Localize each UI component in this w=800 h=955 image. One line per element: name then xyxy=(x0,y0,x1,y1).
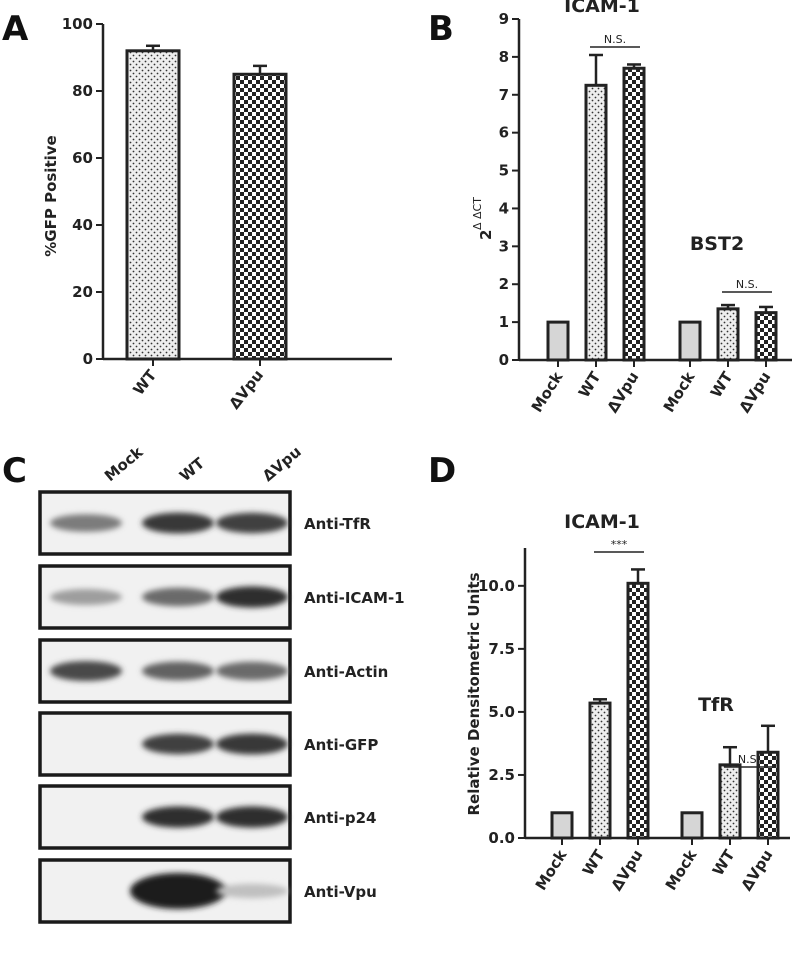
bar xyxy=(680,811,704,840)
group-title: ICAM-1 xyxy=(564,0,640,17)
y-tick-label: 4 xyxy=(499,199,509,217)
lane-label: Mock xyxy=(101,442,147,485)
panel-label-c: C xyxy=(2,451,27,491)
x-tick-label: ΔVpu xyxy=(737,847,776,894)
panel-label-b: B xyxy=(428,9,454,49)
blot-band xyxy=(50,661,122,681)
significance-label: N.S. xyxy=(604,33,626,46)
blot-band xyxy=(216,806,288,828)
significance-label: N.S. xyxy=(738,753,760,766)
y-tick-label: 10.0 xyxy=(478,577,515,595)
y-axis-label-superscript: Δ ΔCT xyxy=(471,197,484,230)
x-tick-label: ΔVpu xyxy=(735,369,774,416)
y-tick-label: 2.5 xyxy=(488,766,515,784)
x-tick-label: ΔVpu xyxy=(607,847,646,894)
bar xyxy=(588,701,612,840)
chart-a: 0 20 40 60 80 100 WT ΔVpu %GFP Positive xyxy=(42,15,392,413)
blot-band xyxy=(142,587,214,607)
x-tick-label: WT xyxy=(707,368,737,401)
blot-row-label: Anti-p24 xyxy=(304,809,376,827)
y-tick-label: 1 xyxy=(499,313,509,331)
blot-band xyxy=(216,586,288,608)
y-tick-label: 3 xyxy=(499,237,509,255)
x-tick-label: Mock xyxy=(532,846,571,894)
group-title: TfR xyxy=(698,694,734,716)
significance-label: *** xyxy=(611,538,628,551)
y-tick-label: 0 xyxy=(499,351,509,369)
blot-band xyxy=(142,661,214,681)
y-tick-label: 20 xyxy=(72,283,93,301)
x-tick-label: WT xyxy=(129,366,160,399)
y-axis-label: %GFP Positive xyxy=(42,135,60,256)
y-tick-label: 5.0 xyxy=(488,703,515,721)
blot-row-label: Anti-Actin xyxy=(304,663,388,681)
y-axis-label: 2 xyxy=(477,230,495,240)
blot-row-label: Anti-TfR xyxy=(304,515,371,533)
blot-row-label: Anti-GFP xyxy=(304,736,378,754)
y-tick-label: 5 xyxy=(499,162,509,180)
bar xyxy=(232,72,288,361)
y-tick-label: 6 xyxy=(499,124,509,142)
y-tick-label: 80 xyxy=(72,82,93,100)
blot-band xyxy=(216,512,288,534)
blot-band xyxy=(216,733,288,755)
bar xyxy=(754,311,778,362)
group-title: ICAM-1 xyxy=(564,511,640,533)
y-tick-label: 7 xyxy=(499,86,509,104)
blot-band xyxy=(50,589,122,605)
y-tick-label: 0 xyxy=(83,350,93,368)
bar xyxy=(125,49,181,361)
panel-label-d: D xyxy=(428,451,456,491)
blot-band xyxy=(142,512,214,534)
group-title: BST2 xyxy=(690,233,744,255)
bar xyxy=(718,763,742,840)
bar xyxy=(584,83,608,362)
y-tick-label: 60 xyxy=(72,149,93,167)
y-tick-label: 8 xyxy=(499,48,509,66)
y-tick-label: 100 xyxy=(62,15,93,33)
y-tick-label: 7.5 xyxy=(488,640,515,658)
bar xyxy=(622,66,646,362)
blot-band xyxy=(130,873,226,909)
bar xyxy=(678,320,702,362)
x-tick-label: WT xyxy=(579,846,609,879)
blot-row-label: Anti-Vpu xyxy=(304,883,377,901)
x-tick-label: Mock xyxy=(528,368,567,416)
y-tick-label: 40 xyxy=(72,216,93,234)
x-tick-label: Mock xyxy=(662,846,701,894)
blot-band xyxy=(142,733,214,755)
bar xyxy=(716,307,740,362)
y-tick-label: 2 xyxy=(499,275,509,293)
blot-band xyxy=(216,661,288,681)
bar xyxy=(626,581,650,840)
bar xyxy=(546,320,570,362)
bar xyxy=(756,750,780,840)
x-tick-label: ΔVpu xyxy=(603,369,642,416)
significance-label: N.S. xyxy=(736,278,758,291)
blot-band xyxy=(216,883,288,899)
y-tick-label: 9 xyxy=(499,10,509,28)
blot-band xyxy=(142,806,214,828)
blot-band xyxy=(50,514,122,532)
bar xyxy=(550,811,574,840)
x-tick-label: WT xyxy=(575,368,605,401)
lane-label: ΔVpu xyxy=(259,443,305,485)
y-tick-label: 0.0 xyxy=(488,829,515,847)
western-blot-c: Mock WT ΔVpu Anti-TfR Anti-ICAM-1 Anti-Actin A… xyxy=(38,442,405,924)
blot-row-label: Anti-ICAM-1 xyxy=(304,589,405,607)
lane-label: WT xyxy=(176,454,209,485)
x-tick-label: WT xyxy=(709,846,739,879)
panel-label-a: A xyxy=(2,9,29,49)
x-tick-label: ΔVpu xyxy=(225,366,267,412)
x-tick-label: Mock xyxy=(660,368,699,416)
y-axis-label: Relative Densitometric Units xyxy=(465,572,483,815)
